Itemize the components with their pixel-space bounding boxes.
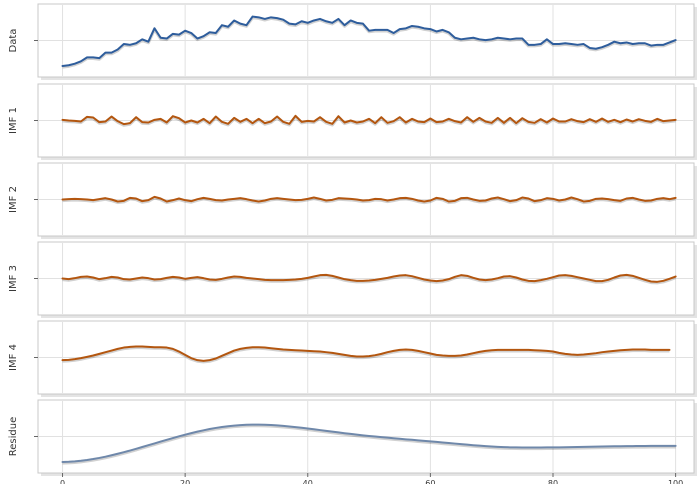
panel-imf-4: IMF 4 [8, 320, 697, 397]
x-tick-label: 60 [425, 479, 435, 484]
x-tick-label: 0 [60, 479, 65, 484]
panel-residue: Residue [8, 399, 697, 476]
panel-label: IMF 1 [8, 107, 19, 134]
x-tick-label: 80 [548, 479, 558, 484]
series-line-imf-1 [61, 114, 677, 126]
x-tick-label: 40 [303, 479, 313, 484]
series-line-residue [61, 423, 677, 464]
x-tick-label: 20 [180, 479, 190, 484]
panel-label: IMF 4 [8, 344, 19, 371]
panel-label: IMF 2 [8, 186, 19, 213]
panels-group: Data IMF 1 IMF 2 IMF 3 IMF 4 Residue [8, 3, 697, 476]
panel-label: IMF 3 [8, 265, 19, 292]
series-line-imf-2 [61, 195, 677, 203]
panel-imf-1: IMF 1 [8, 83, 697, 160]
panel-imf-2: IMF 2 [8, 162, 697, 239]
series-line-imf-4 [61, 345, 671, 362]
x-tick-label: 100 [668, 479, 683, 484]
series-line-data [61, 15, 677, 68]
panel-label: Data [8, 29, 19, 53]
panel-label: Residue [8, 417, 19, 456]
panel-imf-3: IMF 3 [8, 241, 697, 318]
series-line-imf-3 [61, 273, 677, 283]
x-axis: 0 20 40 60 80 100 [60, 473, 683, 484]
panel-data: Data [8, 3, 697, 80]
